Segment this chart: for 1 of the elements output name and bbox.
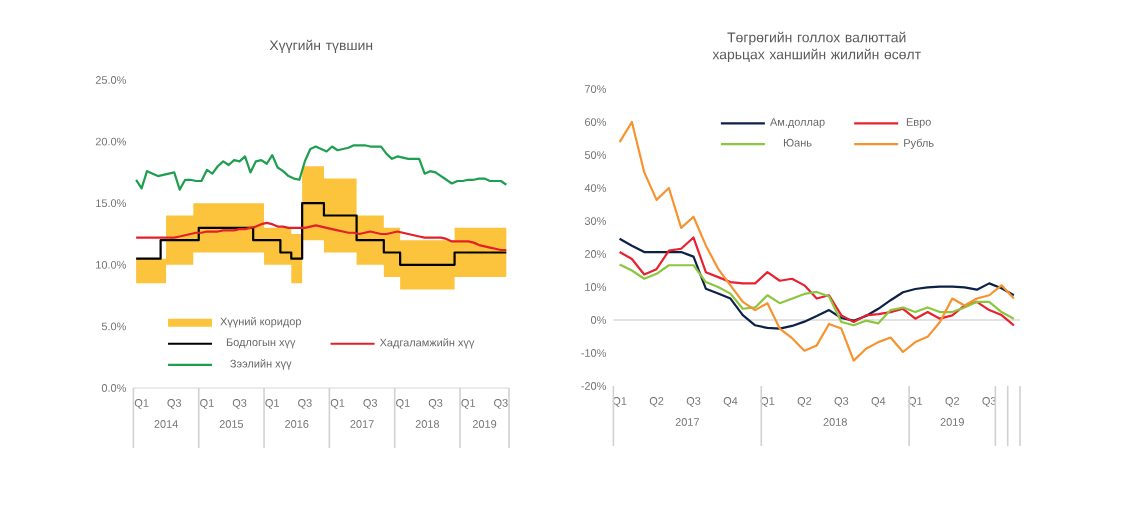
line-series — [618, 120, 1015, 362]
